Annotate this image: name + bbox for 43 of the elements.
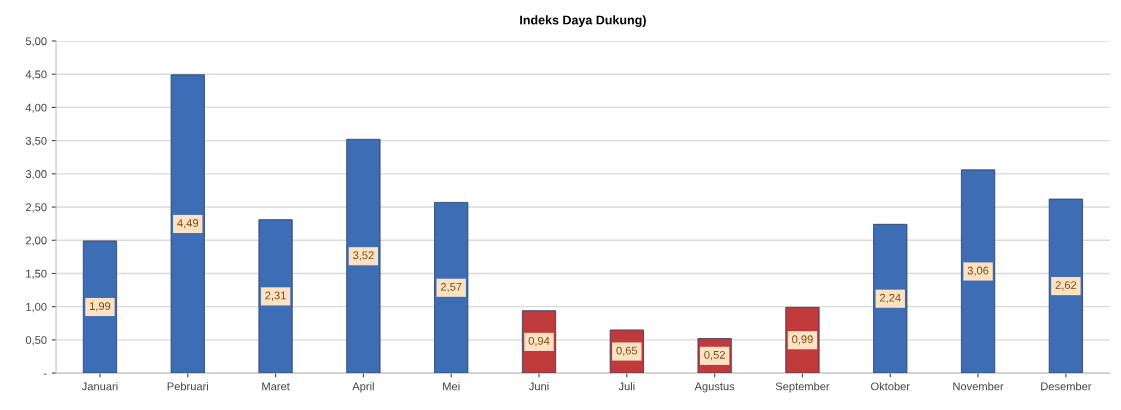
y-tick-label: 4,50 bbox=[25, 70, 47, 80]
x-tick-label: Desember bbox=[1041, 382, 1092, 391]
y-tick-label: 1,00 bbox=[26, 302, 47, 313]
data-label: 1,99 bbox=[89, 302, 111, 312]
x-tick-label: Oktober bbox=[871, 382, 910, 391]
y-tick-label: 3,50 bbox=[25, 136, 47, 147]
x-tick-label: September bbox=[775, 382, 830, 393]
data-label: 0,94 bbox=[528, 337, 550, 347]
data-label: 2,31 bbox=[265, 291, 286, 301]
x-tick-label: Pebruari bbox=[167, 382, 209, 391]
y-tick-label: - bbox=[43, 373, 47, 375]
x-tick-label: Juni bbox=[529, 382, 549, 391]
x-tick-label: Mei bbox=[443, 382, 460, 391]
y-tick-label: 1,50 bbox=[26, 269, 47, 279]
bar bbox=[434, 201, 469, 374]
y-tick-label: 2,00 bbox=[25, 236, 47, 246]
x-tick-label: Agustus bbox=[694, 382, 735, 393]
data-label: 3,06 bbox=[967, 266, 989, 276]
bar bbox=[170, 74, 205, 374]
data-label: 0,65 bbox=[616, 346, 638, 356]
y-tick-label: 3,00 bbox=[25, 170, 47, 180]
data-label: 3,52 bbox=[353, 251, 374, 261]
x-tick-label: Januari bbox=[81, 382, 118, 391]
y-tick-label: 2,50 bbox=[25, 203, 47, 213]
data-label: 4,49 bbox=[177, 219, 199, 229]
y-tick-label: 5,00 bbox=[25, 37, 47, 47]
bar bbox=[258, 219, 293, 374]
chart-title: Indeks Daya Dukung) bbox=[520, 15, 646, 27]
data-label: 0,52 bbox=[704, 350, 725, 361]
y-tick-label: 4,00 bbox=[25, 103, 47, 113]
data-label: 2,57 bbox=[440, 282, 462, 293]
bar bbox=[1048, 198, 1083, 374]
data-label: 2,62 bbox=[1055, 281, 1077, 291]
data-label: 2,24 bbox=[880, 293, 901, 303]
bar bbox=[346, 138, 381, 374]
bar bbox=[873, 223, 908, 374]
bar bbox=[960, 169, 996, 374]
x-tick-label: November bbox=[953, 382, 1004, 391]
x-tick-label: April bbox=[352, 382, 374, 393]
x-tick-label: Maret bbox=[262, 382, 290, 391]
data-label: 0,99 bbox=[792, 335, 813, 345]
y-tick-label: 0,50 bbox=[25, 336, 47, 346]
x-tick-label: Juli bbox=[618, 382, 635, 391]
